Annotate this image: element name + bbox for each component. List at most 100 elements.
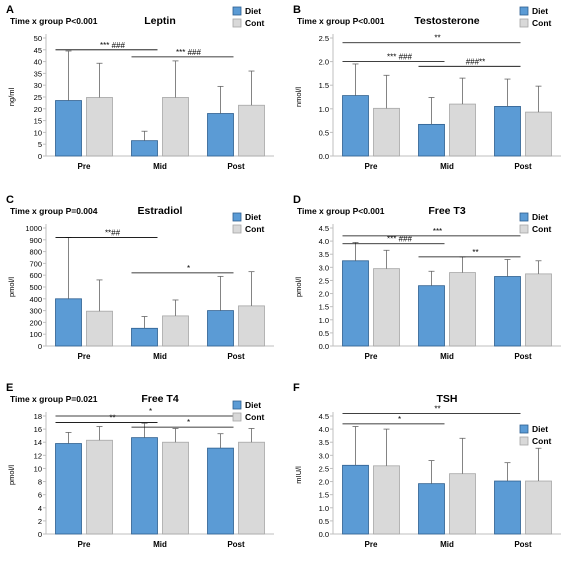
y-tick-label: 3.0 (319, 263, 329, 272)
y-tick-label: 30 (34, 81, 42, 90)
stat-text: Time x group P=0.021 (10, 394, 98, 404)
y-tick-label: 0 (38, 530, 42, 539)
y-tick-label: 1000 (25, 224, 42, 233)
y-axis-label: pmol/l (294, 277, 303, 297)
y-tick-label: 600 (29, 271, 42, 280)
y-tick-label: 900 (29, 236, 42, 245)
y-tick-label: 1.0 (319, 504, 329, 513)
bar-diet-post (207, 113, 234, 157)
bar-cont-post (238, 441, 265, 535)
y-tick-label: 0 (38, 342, 42, 351)
y-tick-label: 16 (34, 425, 42, 434)
significance-label: * (149, 407, 152, 416)
y-tick-label: 2.0 (319, 290, 329, 299)
bar-cont-mid (162, 441, 189, 535)
y-tick-label: 35 (34, 69, 42, 78)
y-tick-label: 10 (34, 464, 42, 473)
y-tick-label: 200 (29, 318, 42, 327)
bar-diet-post (494, 480, 521, 535)
x-tick-label: Post (227, 162, 245, 171)
bar-cont-pre (373, 268, 400, 347)
stat-text: Time x group P=0.004 (10, 206, 98, 216)
bar-cont-pre (373, 465, 400, 535)
x-tick-label: Pre (365, 540, 378, 549)
x-tick-label: Pre (78, 352, 91, 361)
legend-swatch-diet (519, 6, 529, 16)
y-tick-label: 0.5 (319, 128, 329, 137)
bar-cont-mid (449, 473, 476, 535)
y-tick-label: 20 (34, 105, 42, 114)
legend-label-cont: Cont (532, 18, 552, 28)
chart-title: TSH (437, 393, 458, 405)
y-tick-label: 1.5 (319, 303, 329, 312)
legend-swatch-diet (519, 424, 529, 434)
bar-cont-pre (86, 97, 113, 157)
bar-cont-pre (373, 107, 400, 157)
y-tick-label: 40 (34, 58, 42, 67)
y-tick-label: 0.0 (319, 152, 329, 161)
significance-label: * (187, 264, 190, 273)
panel-letter: F (293, 382, 300, 394)
panel-letter: E (6, 382, 13, 394)
bar-cont-pre (86, 310, 113, 347)
y-tick-label: 15 (34, 117, 42, 126)
bar-diet-pre (342, 464, 369, 535)
significance-label: *** ### (100, 41, 125, 50)
y-tick-label: 700 (29, 259, 42, 268)
legend-label-cont: Cont (245, 18, 265, 28)
panel-letter: D (293, 194, 301, 206)
y-tick-label: 2.5 (319, 464, 329, 473)
legend-swatch-cont (519, 436, 529, 446)
legend-swatch-cont (232, 18, 242, 28)
legend-label-diet: Diet (245, 212, 261, 222)
x-tick-label: Mid (440, 352, 454, 361)
bar-diet-pre (55, 443, 82, 535)
stat-text: Time x group P<0.001 (297, 206, 385, 216)
panel-letter: C (6, 194, 14, 206)
y-tick-label: 3.5 (319, 438, 329, 447)
y-axis-label: ng/ml (7, 87, 16, 106)
legend-swatch-cont (519, 224, 529, 234)
y-tick-label: 10 (34, 128, 42, 137)
significance-label: *** ### (176, 48, 201, 57)
y-tick-label: 4.0 (319, 237, 329, 246)
chart-title: Testosterone (414, 15, 479, 27)
y-tick-label: 2.5 (319, 276, 329, 285)
y-tick-label: 1.5 (319, 491, 329, 500)
bar-diet-pre (55, 100, 82, 157)
y-tick-label: 2.0 (319, 478, 329, 487)
bar-diet-pre (342, 260, 369, 347)
y-tick-label: 0 (38, 152, 42, 161)
panel-f: F TSH mIU/l 0.0 0.5 1.0 1.5 2.0 2.5 3.0 3.5 4.0 4.5 P… (293, 382, 561, 549)
y-tick-label: 2.0 (319, 58, 329, 67)
significance-label: ** (434, 34, 440, 43)
x-tick-label: Post (514, 162, 532, 171)
bar-cont-post (525, 480, 552, 535)
y-tick-label: 4.5 (319, 412, 329, 421)
stat-text: Time x group P<0.001 (10, 16, 98, 26)
bar-cont-mid (449, 272, 476, 347)
y-axis-label: pmol/l (7, 277, 16, 297)
legend-swatch-diet (232, 212, 242, 222)
bar-diet-mid (131, 327, 158, 347)
chart-title: Free T3 (428, 205, 466, 217)
x-tick-label: Pre (78, 540, 91, 549)
y-axis-label: nmol/l (294, 87, 303, 107)
legend-swatch-diet (232, 400, 242, 410)
x-tick-label: Pre (365, 352, 378, 361)
x-tick-label: Mid (153, 352, 167, 361)
bar-cont-post (525, 111, 552, 157)
y-tick-label: 1.5 (319, 81, 329, 90)
bar-cont-post (238, 305, 265, 347)
bar-diet-mid (418, 483, 445, 535)
bar-cont-post (525, 273, 552, 347)
x-tick-label: Pre (365, 162, 378, 171)
bar-diet-post (207, 310, 234, 347)
significance-label: * (398, 415, 401, 424)
legend-label-diet: Diet (245, 6, 261, 16)
